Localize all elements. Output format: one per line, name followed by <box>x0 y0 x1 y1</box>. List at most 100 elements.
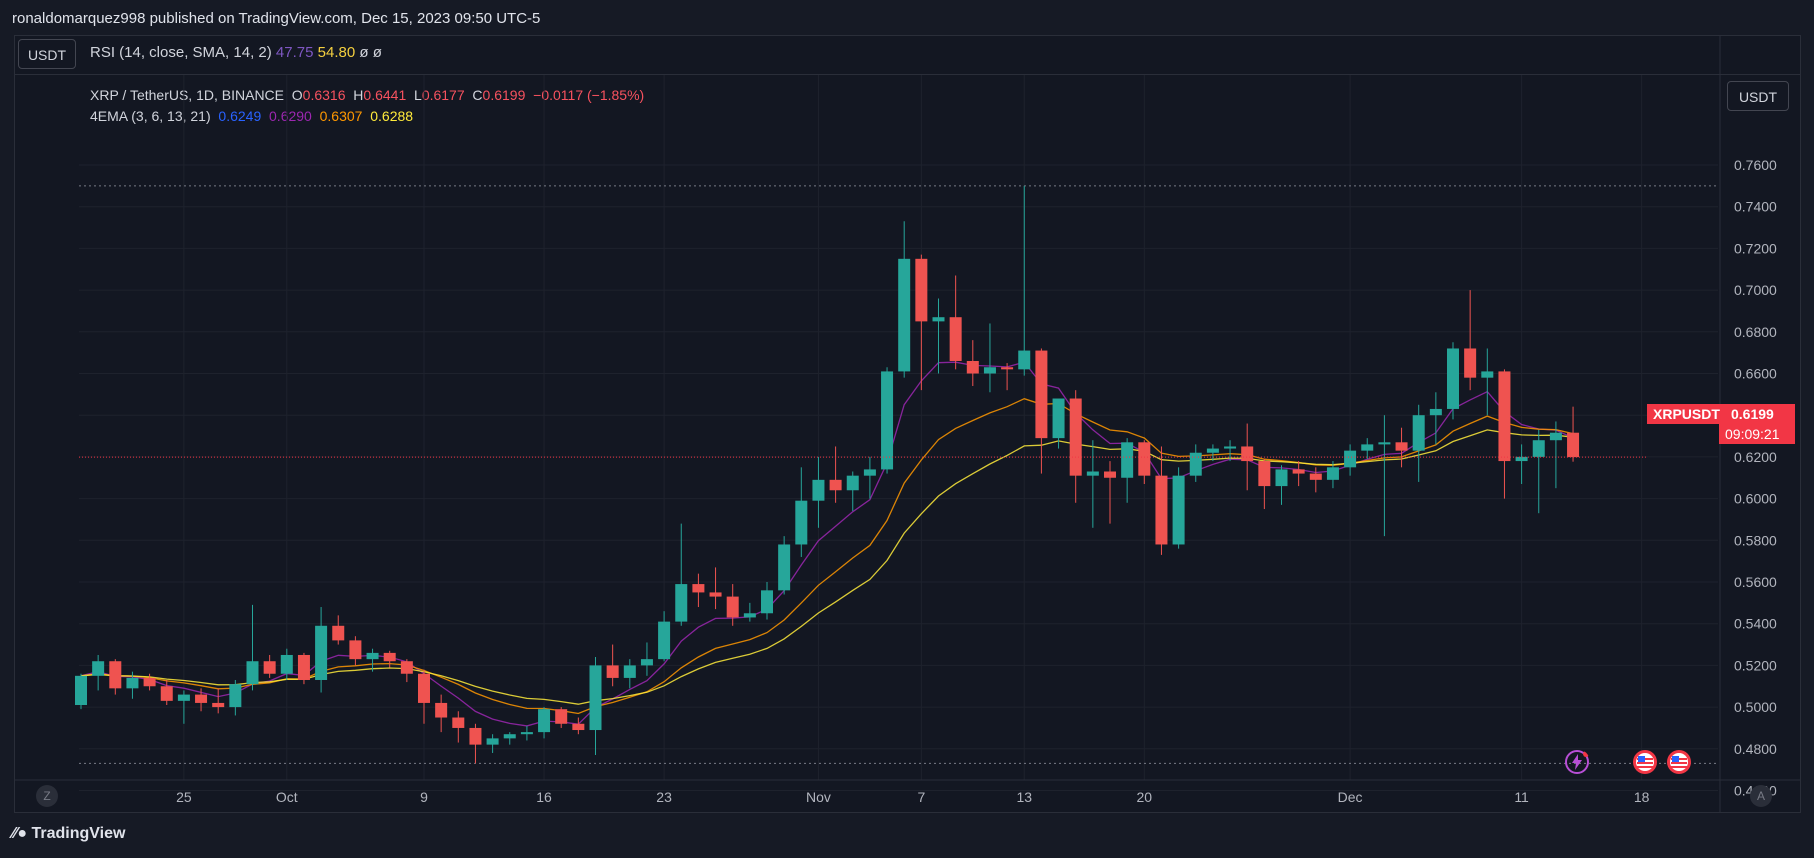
candle-body <box>349 640 362 660</box>
y-tick-label: 0.7200 <box>1734 240 1777 256</box>
candle-body <box>1138 442 1151 476</box>
candle-body <box>538 709 551 733</box>
candle-body <box>332 625 345 641</box>
us-flag-icon[interactable] <box>1632 749 1658 775</box>
x-tick-label: 25 <box>176 789 192 805</box>
candle-body <box>1515 456 1528 462</box>
candle-body <box>692 584 705 593</box>
x-tick-label: Dec <box>1338 789 1363 805</box>
candle-body <box>1052 398 1065 439</box>
candle-body <box>229 684 242 708</box>
candle-body <box>1018 350 1031 370</box>
candle-body <box>1481 371 1494 378</box>
candle-body <box>383 652 396 662</box>
rsi-label: RSI (14, close, SMA, 14, 2) <box>90 44 272 61</box>
low-label: L <box>414 87 422 103</box>
candle-body <box>709 592 722 597</box>
countdown-bg <box>1719 424 1795 444</box>
currency-selector-right[interactable]: USDT <box>1727 81 1789 111</box>
ema-line-21 <box>80 429 1574 705</box>
candle-body <box>452 717 465 728</box>
y-tick-label: 0.6200 <box>1734 449 1777 465</box>
rsi-value: 47.75 <box>275 44 314 61</box>
y-tick-label: 0.6000 <box>1734 491 1777 507</box>
candle-body <box>1121 442 1134 478</box>
x-tick-label: 23 <box>656 789 672 805</box>
ema-line-13 <box>80 398 1574 715</box>
candle-body <box>1344 450 1357 468</box>
candle-body <box>915 258 928 322</box>
us-flag-icon[interactable] <box>1666 749 1692 775</box>
candle-body <box>932 317 945 322</box>
candle-body <box>195 694 208 703</box>
candle-body <box>109 661 122 689</box>
close-value: 0.6199 <box>482 87 526 103</box>
symbol-name: XRP / TetherUS, 1D, BINANCE <box>90 87 284 103</box>
x-tick-label: Nov <box>806 789 831 805</box>
candle-body <box>846 475 859 491</box>
candle-body <box>761 590 773 614</box>
y-tick-label: 0.4800 <box>1734 741 1777 757</box>
ema-legend[interactable]: 4EMA (3, 6, 13, 21) 0.6249 0.6290 0.6307… <box>90 108 413 124</box>
candle-body <box>469 727 482 745</box>
rsi-extra-2: ø <box>372 44 382 61</box>
x-tick-label: 16 <box>536 789 552 805</box>
tradingview-logo[interactable]: ⁄⁄● TradingView <box>12 825 125 843</box>
y-tick-label: 0.6800 <box>1734 324 1777 340</box>
candle-body <box>418 673 430 703</box>
auto-scale-button[interactable]: A <box>1750 785 1772 807</box>
published-caption: ronaldomarquez998 published on TradingVi… <box>12 10 541 27</box>
candle-body <box>315 625 328 680</box>
candle-body <box>812 479 825 501</box>
open-value: 0.6316 <box>302 87 346 103</box>
candle-body <box>743 613 756 618</box>
candle-body <box>1412 415 1425 451</box>
candle-body <box>1241 446 1254 462</box>
ema-value-2: 0.6290 <box>269 108 312 124</box>
lightning-icon[interactable] <box>1564 749 1590 775</box>
candle-body <box>177 694 190 701</box>
candle-body <box>1292 469 1305 474</box>
ema-value-3: 0.6307 <box>319 108 363 124</box>
candle-body <box>1532 440 1545 457</box>
candle-body <box>1275 469 1288 487</box>
indicator-strip <box>14 35 1801 75</box>
candle-body <box>1361 444 1374 451</box>
candle-body <box>863 469 876 476</box>
candle-body <box>983 367 996 374</box>
candle-body <box>1567 432 1580 458</box>
open-label: O <box>291 87 303 103</box>
candle-body <box>1104 471 1116 478</box>
candle-body <box>297 654 310 680</box>
price-tag-symbol: XRPUSDT <box>1653 406 1720 422</box>
candle-body <box>1447 348 1459 409</box>
candle-body <box>143 677 156 687</box>
x-tick-label: 7 <box>917 789 925 805</box>
current-price-tag: XRPUSDT 0.6199 09:09:21 <box>1647 404 1795 444</box>
price-tag-price: 0.6199 <box>1731 406 1774 422</box>
candle-body <box>1035 350 1048 439</box>
y-tick-label: 0.7400 <box>1734 199 1777 215</box>
candle-body <box>1429 408 1442 416</box>
ema-value-4: 0.6288 <box>370 108 414 124</box>
y-tick-label: 0.7000 <box>1734 282 1777 298</box>
rsi-legend[interactable]: RSI (14, close, SMA, 14, 2) 47.75 54.80 … <box>90 44 382 61</box>
candle-body <box>263 661 276 674</box>
y-tick-label: 0.5800 <box>1734 532 1777 548</box>
candle-body <box>160 686 173 701</box>
zoom-toggle-button[interactable]: Z <box>36 785 58 807</box>
candle-body <box>366 652 379 660</box>
currency-selector-left[interactable]: USDT <box>18 39 76 69</box>
high-label: H <box>353 87 364 103</box>
candle-body <box>435 702 448 718</box>
symbol-legend[interactable]: XRP / TetherUS, 1D, BINANCE O0.6316 H 0.6… <box>90 87 644 103</box>
y-tick-label: 0.7600 <box>1734 157 1777 173</box>
candle-body <box>1155 475 1168 545</box>
candle-body <box>126 677 139 689</box>
candle-body <box>503 734 516 739</box>
candle-body <box>1001 367 1014 370</box>
rsi-ma-value: 54.80 <box>317 44 356 61</box>
candle-body <box>966 360 979 374</box>
candle-body <box>658 621 671 660</box>
